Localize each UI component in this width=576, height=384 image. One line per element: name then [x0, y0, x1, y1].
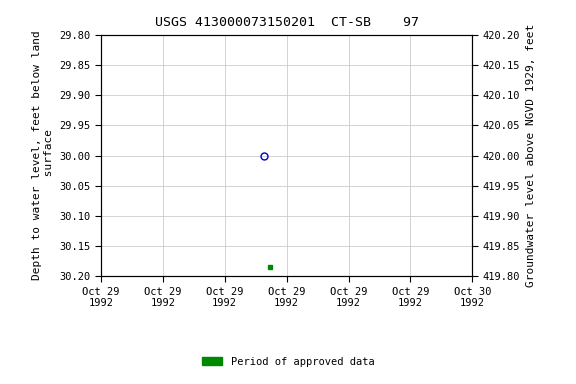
Y-axis label: Depth to water level, feet below land
 surface: Depth to water level, feet below land su… — [32, 31, 54, 280]
Title: USGS 413000073150201  CT-SB    97: USGS 413000073150201 CT-SB 97 — [154, 16, 419, 29]
Y-axis label: Groundwater level above NGVD 1929, feet: Groundwater level above NGVD 1929, feet — [526, 24, 536, 287]
Legend: Period of approved data: Period of approved data — [198, 353, 378, 371]
